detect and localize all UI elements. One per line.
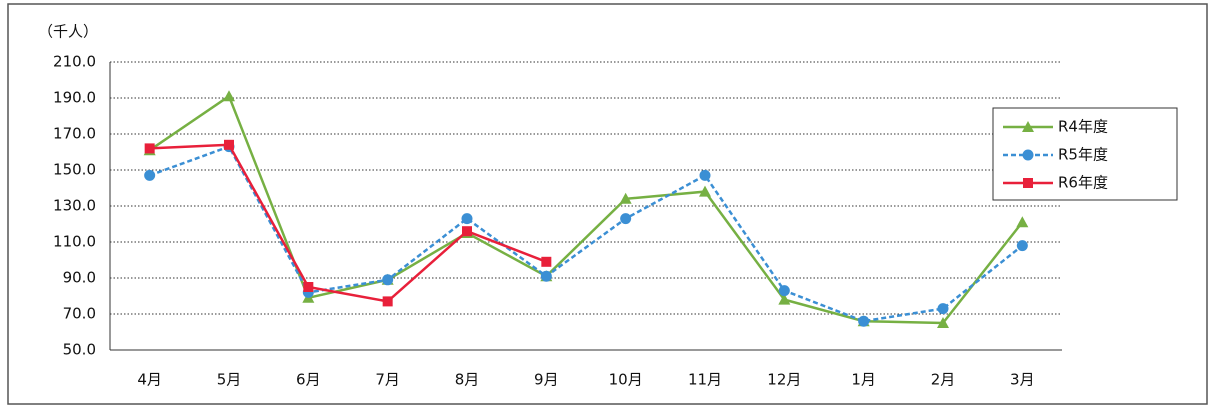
marker	[461, 213, 473, 225]
marker	[1016, 240, 1028, 252]
x-tick-label: 10月	[609, 371, 643, 389]
x-tick-label: 11月	[688, 371, 722, 389]
marker	[1022, 121, 1034, 132]
y-tick-label: 190.0	[53, 89, 96, 107]
marker	[620, 213, 632, 225]
y-tick-label: 50.0	[63, 341, 96, 359]
y-tick-label: 130.0	[53, 197, 96, 215]
x-tick-label: 9月	[534, 371, 559, 389]
legend-label: R5年度	[1058, 146, 1108, 164]
marker	[382, 296, 393, 307]
marker	[540, 270, 552, 282]
x-tick-label: 5月	[217, 371, 242, 389]
marker	[144, 169, 156, 181]
marker	[1022, 149, 1034, 161]
marker	[1023, 178, 1033, 188]
series-line	[148, 94, 1024, 325]
x-tick-label: 1月	[851, 371, 876, 389]
marker	[778, 285, 790, 297]
y-tick-label: 90.0	[63, 269, 96, 287]
x-tick-label: 3月	[1010, 371, 1035, 389]
x-tick-label: 2月	[931, 371, 956, 389]
marker	[224, 139, 234, 150]
x-tick-label: 4月	[137, 371, 162, 389]
marker	[303, 282, 314, 292]
series-line	[149, 143, 547, 303]
frame	[7, 3, 1208, 405]
marker	[937, 303, 949, 315]
y-tick-label: 70.0	[63, 305, 96, 323]
legend-label: R4年度	[1058, 118, 1108, 136]
marker	[1016, 216, 1029, 228]
y-tick-label: 170.0	[53, 125, 96, 143]
y-tick-label: 210.0	[53, 53, 96, 71]
marker	[541, 256, 552, 267]
series-line	[149, 145, 1024, 323]
marker	[699, 169, 711, 181]
marker	[144, 143, 155, 154]
marker	[382, 274, 394, 286]
marker	[223, 90, 235, 102]
marker	[619, 192, 632, 204]
x-tick-label: 12月	[767, 371, 801, 389]
marker	[778, 293, 791, 305]
y-tick-label: 150.0	[53, 161, 96, 179]
x-tick-label: 7月	[375, 371, 400, 389]
marker	[937, 317, 949, 328]
x-tick-label: 6月	[296, 371, 321, 389]
legend-label: R6年度	[1058, 174, 1108, 192]
marker	[858, 315, 870, 327]
y-tick-label: 110.0	[53, 233, 96, 251]
y-unit-label: （千人）	[38, 23, 98, 41]
marker	[699, 185, 711, 197]
x-tick-label: 8月	[455, 371, 480, 389]
marker	[462, 226, 472, 237]
